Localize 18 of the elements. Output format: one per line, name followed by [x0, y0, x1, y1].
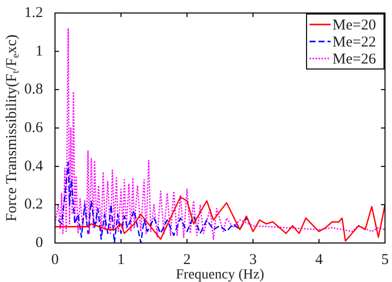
x-tick-label: 0	[51, 252, 59, 268]
y-tick-label: 0	[36, 234, 43, 251]
y-tick-label: 0.2	[24, 196, 43, 213]
x-tick-label: 5	[381, 252, 389, 268]
x-tick-label: 4	[315, 252, 324, 268]
legend-label: Me=20	[332, 17, 376, 34]
y-tick-label: 1	[36, 43, 43, 60]
x-tick-label: 1	[117, 252, 125, 268]
y-tick-label: 1.2	[24, 4, 43, 21]
legend-label: Me=26	[332, 51, 376, 68]
y-tick-label: 0.6	[24, 120, 44, 136]
x-tick-label: 2	[183, 252, 191, 268]
legend-label: Me=22	[332, 34, 376, 50]
x-tick-label: 3	[249, 252, 257, 268]
y-axis-title: Force Transmissibility(Ft/Fexc)	[4, 34, 22, 222]
x-axis-title: Frequency (Hz)	[176, 268, 264, 282]
y-tick-label: 0.4	[24, 158, 44, 174]
y-tick-label: 0.8	[24, 82, 43, 98]
